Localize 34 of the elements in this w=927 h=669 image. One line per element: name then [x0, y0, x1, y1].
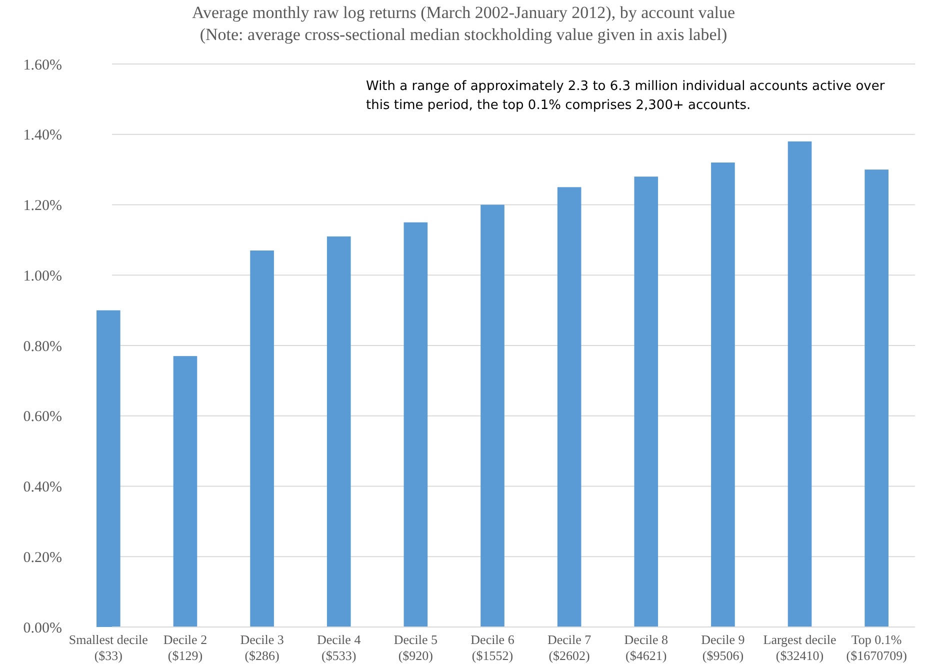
bar: [250, 250, 274, 627]
bar: [864, 170, 888, 627]
bar: [634, 176, 658, 627]
x-tick-label: Largest decile ($32410): [763, 632, 837, 663]
x-tick-label: Decile 9 ($9506): [701, 632, 745, 663]
y-tick-label: 0.60%: [23, 409, 62, 426]
y-tick-label: 0.80%: [23, 338, 62, 355]
chart-subtitle: (Note: average cross-sectional median stockholding value given in axis label): [200, 25, 728, 44]
y-tick-label: 0.20%: [23, 550, 62, 566]
x-tick-label: Smallest decile ($33): [68, 632, 148, 663]
bar: [788, 141, 812, 627]
x-tick-label: Decile 2 ($129): [163, 632, 208, 663]
x-tick-label: Decile 6 ($1552): [470, 632, 515, 663]
y-tick-label: 0.00%: [23, 620, 62, 636]
bar: [96, 310, 120, 627]
annotation: With a range of approximately 2.3 to 6.3 million individual accounts active over this time period, the top 0.1% comprises 2,300+ accounts.: [366, 79, 886, 113]
x-tick-label: Decile 5 ($920): [394, 632, 438, 663]
bar: [404, 222, 428, 627]
bar: [326, 236, 351, 627]
x-tick-label: Decile 3 ($286): [240, 632, 284, 663]
y-tick-label: 1.20%: [23, 198, 62, 214]
x-tick-label: Decile 8 ($4621): [624, 632, 668, 663]
y-tick-label: 1.00%: [23, 268, 62, 284]
x-tick-label: Decile 4 ($533): [317, 632, 362, 663]
x-tick-label: Decile 7 ($2602): [547, 632, 592, 663]
bar: [557, 187, 582, 627]
bar: [173, 356, 198, 627]
y-tick-label: 1.40%: [23, 128, 62, 144]
x-tick-label: Top 0.1% ($1670709): [846, 632, 907, 663]
chart-title: Average monthly raw log returns (March 2002-January 2012), by account value: [192, 3, 736, 22]
y-tick-label: 0.40%: [23, 480, 62, 496]
y-tick-label: 1.60%: [23, 57, 62, 74]
bar: [480, 204, 504, 627]
bar: [711, 162, 735, 627]
